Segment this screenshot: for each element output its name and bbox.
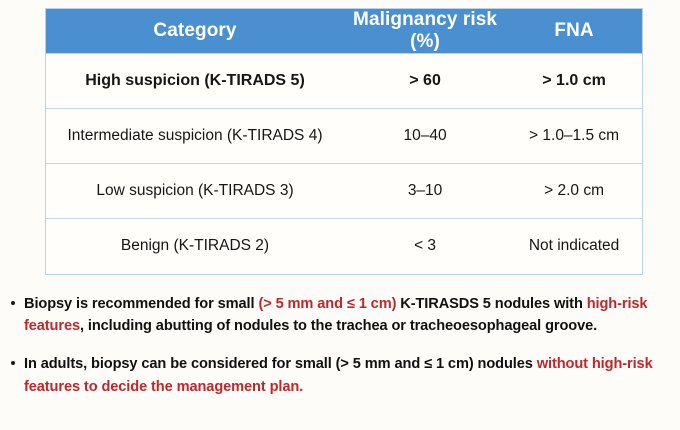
cell-malignancy-risk: 10–40 xyxy=(344,108,507,164)
note-segment: (> 5 mm and ≤ 1 cm) xyxy=(258,296,397,312)
notes-section: Biopsy is recommended for small (> 5 mm … xyxy=(0,293,680,414)
list-item: In adults, biopsy can be considered for … xyxy=(0,353,680,397)
bullet-point-icon xyxy=(11,361,15,366)
cell-category: High suspicion (K-TIRADS 5) xyxy=(46,53,344,109)
table-body: High suspicion (K-TIRADS 5) > 60 > 1.0 c… xyxy=(46,53,642,274)
table-header-row: Category Malignancy risk (%) FNA xyxy=(46,9,642,54)
cell-malignancy-risk: 3–10 xyxy=(344,163,507,219)
list-item: Biopsy is recommended for small (> 5 mm … xyxy=(0,293,680,337)
column-header-malignancy-risk: Malignancy risk (%) xyxy=(344,9,507,54)
note-text: Biopsy is recommended for small (> 5 mm … xyxy=(24,296,648,335)
table-header: Category Malignancy risk (%) FNA xyxy=(46,9,642,54)
note-text: In adults, biopsy can be considered for … xyxy=(24,356,653,394)
column-header-fna: FNA xyxy=(506,9,642,54)
malignancy-risk-table: Category Malignancy risk (%) FNA High su… xyxy=(46,9,642,274)
column-header-category: Category xyxy=(46,9,344,54)
cell-category: Low suspicion (K-TIRADS 3) xyxy=(46,163,344,219)
bullet-point-icon xyxy=(11,301,15,305)
cell-malignancy-risk: > 60 xyxy=(344,53,507,109)
table-row: Intermediate suspicion (K-TIRADS 4) 10–4… xyxy=(46,108,642,164)
cell-fna: Not indicated xyxy=(506,218,642,274)
cell-category: Benign (K-TIRADS 2) xyxy=(46,218,344,274)
cell-fna: > 1.0–1.5 cm xyxy=(506,108,642,164)
note-segment: , including abutting of nodules to the t… xyxy=(79,318,598,335)
note-segment: In adults, biopsy can be considered for … xyxy=(24,356,537,373)
note-segment: Biopsy is recommended for small xyxy=(24,296,259,312)
cell-fna: > 2.0 cm xyxy=(506,163,642,219)
note-segment: high-risk features xyxy=(24,296,648,335)
cell-category: Intermediate suspicion (K-TIRADS 4) xyxy=(46,108,344,164)
notes-list: Biopsy is recommended for small (> 5 mm … xyxy=(0,293,680,398)
table-row: Benign (K-TIRADS 2) < 3 Not indicated xyxy=(46,218,642,274)
table-row: High suspicion (K-TIRADS 5) > 60 > 1.0 c… xyxy=(46,53,642,109)
table-row: Low suspicion (K-TIRADS 3) 3–10 > 2.0 cm xyxy=(46,163,642,219)
cell-fna: > 1.0 cm xyxy=(506,53,642,109)
malignancy-risk-table-container: Category Malignancy risk (%) FNA High su… xyxy=(45,8,643,275)
note-segment: without high-risk features to decide the… xyxy=(24,356,653,395)
cell-malignancy-risk: < 3 xyxy=(344,218,507,274)
note-segment: K-TIRASDS 5 nodules with xyxy=(396,296,587,312)
